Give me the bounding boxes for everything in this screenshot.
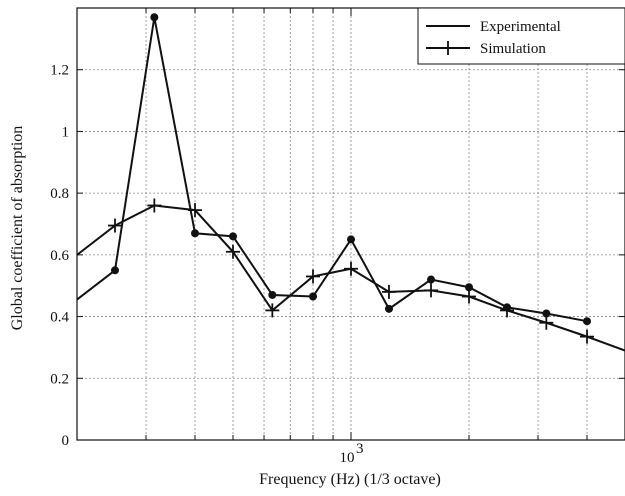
x-tick-label-exponent: 3 xyxy=(356,441,364,457)
data-point xyxy=(268,290,277,299)
data-point xyxy=(539,315,554,330)
data-point xyxy=(107,218,122,233)
data-point xyxy=(309,292,318,301)
y-axis-label: Global coefficient of absorption xyxy=(9,126,26,331)
legend-box xyxy=(417,7,625,65)
series-experimental xyxy=(76,13,592,326)
data-point xyxy=(580,329,595,344)
data-point xyxy=(344,261,358,276)
data-point xyxy=(191,229,200,238)
data-point xyxy=(147,198,162,213)
data-point xyxy=(228,232,237,241)
data-point xyxy=(225,244,240,259)
data-point xyxy=(188,203,203,218)
series-simulation xyxy=(76,198,625,352)
data-point xyxy=(265,303,280,318)
tick-labels: 0 0.2 0.4 0.6 0.8 1 1.2 xyxy=(50,63,69,449)
data-point xyxy=(462,289,477,304)
legend: Experimental Simulation xyxy=(417,7,625,65)
x-axis-label: Frequency (Hz) (1/3 octave) xyxy=(259,471,441,488)
data-point xyxy=(427,275,436,284)
y-tick-label: 1.2 xyxy=(50,63,69,79)
data-point xyxy=(150,13,159,22)
y-tick-label: 1 xyxy=(62,124,70,140)
data-point xyxy=(381,284,396,299)
data-point xyxy=(424,283,439,298)
data-point xyxy=(499,303,514,318)
series-line xyxy=(76,17,588,323)
data-point xyxy=(542,309,551,318)
legend-label: Experimental xyxy=(480,19,561,35)
legend-item: Simulation xyxy=(426,41,546,57)
y-tick-label: 0.2 xyxy=(50,371,69,387)
data-point xyxy=(465,283,474,292)
data-point xyxy=(384,304,393,313)
series-layer xyxy=(76,13,625,352)
data-point xyxy=(110,266,119,275)
data-point xyxy=(583,317,592,326)
y-tick-label: 0.4 xyxy=(50,310,69,326)
legend-label: Simulation xyxy=(480,41,546,57)
y-tick-label: 0.6 xyxy=(50,248,69,264)
y-tick-label: 0.8 xyxy=(50,186,69,202)
legend-marker xyxy=(441,41,455,55)
x-tick-label-major: 10 xyxy=(340,450,355,466)
grid-lines xyxy=(77,8,625,440)
legend-item: Experimental xyxy=(426,19,561,35)
data-point xyxy=(306,269,321,284)
data-point xyxy=(347,235,355,244)
y-tick-label: 0 xyxy=(62,433,70,449)
